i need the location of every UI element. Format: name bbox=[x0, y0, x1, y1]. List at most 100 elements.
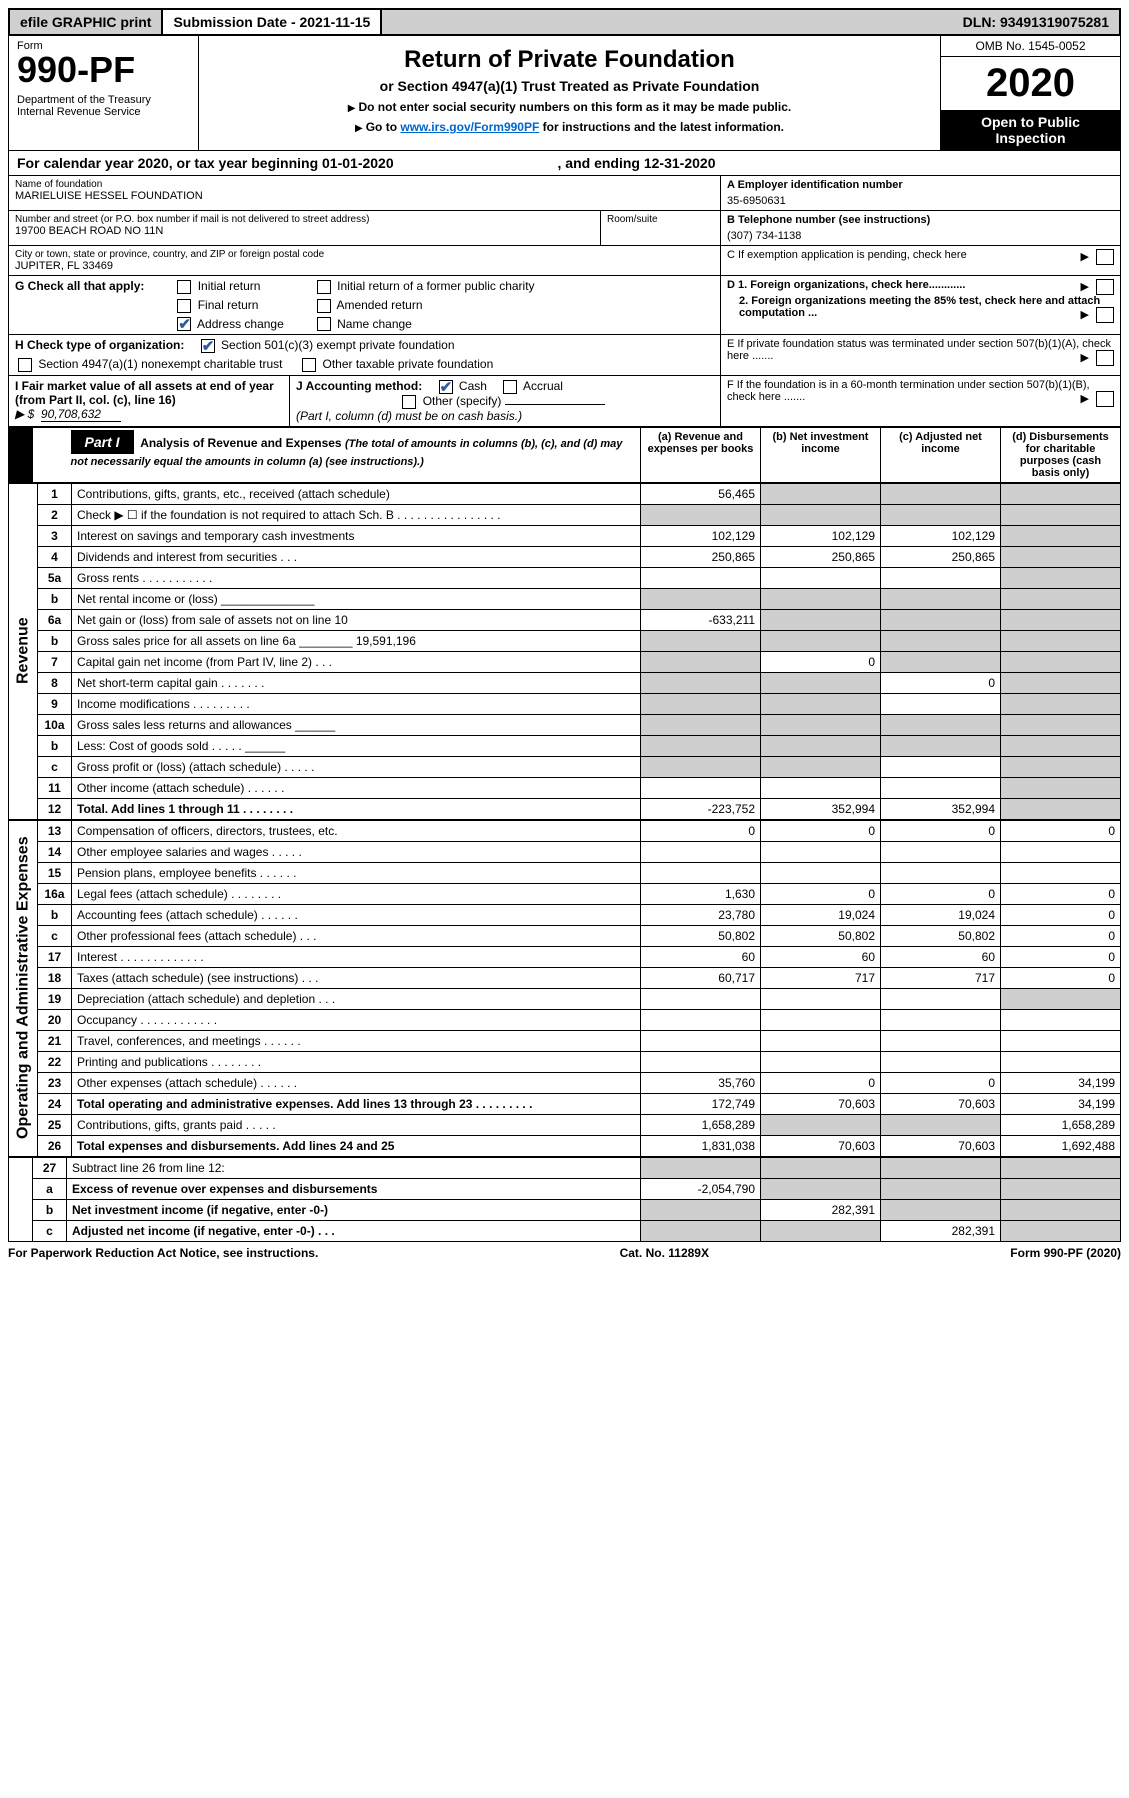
amount-cell bbox=[641, 1199, 761, 1220]
amount-cell bbox=[761, 483, 881, 504]
chk-other-method[interactable] bbox=[402, 395, 416, 409]
chk-4947[interactable] bbox=[18, 358, 32, 372]
amount-cell: 1,831,038 bbox=[641, 1135, 761, 1156]
amount-cell bbox=[1001, 630, 1121, 651]
row-desc: Other professional fees (attach schedule… bbox=[72, 925, 641, 946]
row-num: 18 bbox=[38, 967, 72, 988]
table-row: b Less: Cost of goods sold . . . . . ___… bbox=[9, 735, 1121, 756]
amount-cell: 250,865 bbox=[761, 546, 881, 567]
row-num: 13 bbox=[38, 820, 72, 841]
c-checkbox[interactable] bbox=[1096, 249, 1114, 265]
form-title: Return of Private Foundation bbox=[209, 46, 930, 74]
table-row: 19 Depreciation (attach schedule) and de… bbox=[9, 988, 1121, 1009]
amount-cell: 0 bbox=[1001, 925, 1121, 946]
inst-line-2: Go to www.irs.gov/Form990PF for instruct… bbox=[209, 120, 930, 134]
f-checkbox[interactable] bbox=[1096, 391, 1114, 407]
amount-cell: 0 bbox=[761, 883, 881, 904]
chk-initial[interactable] bbox=[177, 280, 191, 294]
pra-notice: For Paperwork Reduction Act Notice, see … bbox=[8, 1246, 318, 1260]
row-desc: Accounting fees (attach schedule) . . . … bbox=[72, 904, 641, 925]
e-checkbox[interactable] bbox=[1096, 350, 1114, 366]
row-desc: Depreciation (attach schedule) and deple… bbox=[72, 988, 641, 1009]
table-row: 5a Gross rents . . . . . . . . . . . bbox=[9, 567, 1121, 588]
amount-cell bbox=[1001, 798, 1121, 819]
chk-amended[interactable] bbox=[317, 299, 331, 313]
amount-cell bbox=[1001, 525, 1121, 546]
amount-cell bbox=[641, 1157, 761, 1178]
amount-cell bbox=[1001, 735, 1121, 756]
amount-cell: 56,465 bbox=[641, 483, 761, 504]
table-row: 17 Interest . . . . . . . . . . . . . 60… bbox=[9, 946, 1121, 967]
ijf-row: I Fair market value of all assets at end… bbox=[8, 376, 1121, 427]
table-row: 22 Printing and publications . . . . . .… bbox=[9, 1051, 1121, 1072]
row-num: 23 bbox=[38, 1072, 72, 1093]
amount-cell bbox=[881, 588, 1001, 609]
amount-cell bbox=[641, 693, 761, 714]
amount-cell bbox=[881, 777, 1001, 798]
row-num: 8 bbox=[38, 672, 72, 693]
d2-checkbox[interactable] bbox=[1096, 307, 1114, 323]
amount-cell bbox=[1001, 693, 1121, 714]
amount-cell: 35,760 bbox=[641, 1072, 761, 1093]
row-num: a bbox=[33, 1178, 67, 1199]
dln: DLN: 93491319075281 bbox=[953, 10, 1119, 34]
row-num: 20 bbox=[38, 1009, 72, 1030]
table-row: c Gross profit or (loss) (attach schedul… bbox=[9, 756, 1121, 777]
table-row: 6a Net gain or (loss) from sale of asset… bbox=[9, 609, 1121, 630]
d1-checkbox[interactable] bbox=[1096, 279, 1114, 295]
amount-cell: 0 bbox=[1001, 904, 1121, 925]
amount-cell bbox=[761, 567, 881, 588]
dept: Department of the Treasury bbox=[17, 94, 190, 106]
d1-label: D 1. Foreign organizations, check here..… bbox=[727, 279, 965, 291]
row-desc: Gross sales less returns and allowances … bbox=[72, 714, 641, 735]
amount-cell: 717 bbox=[761, 967, 881, 988]
table-row: 18 Taxes (attach schedule) (see instruct… bbox=[9, 967, 1121, 988]
amount-cell bbox=[881, 1030, 1001, 1051]
part1-title: Analysis of Revenue and Expenses bbox=[140, 436, 341, 450]
amount-cell bbox=[641, 1009, 761, 1030]
amount-cell: 250,865 bbox=[641, 546, 761, 567]
amount-cell: 0 bbox=[881, 1072, 1001, 1093]
row-desc: Total. Add lines 1 through 11 . . . . . … bbox=[72, 798, 641, 819]
chk-final[interactable] bbox=[177, 299, 191, 313]
city-row: City or town, state or province, country… bbox=[8, 246, 1121, 276]
amount-cell bbox=[761, 630, 881, 651]
chk-cash[interactable] bbox=[439, 380, 453, 394]
table-row: 27 Subtract line 26 from line 12: bbox=[9, 1157, 1121, 1178]
page-footer: For Paperwork Reduction Act Notice, see … bbox=[8, 1242, 1121, 1260]
form-link[interactable]: www.irs.gov/Form990PF bbox=[400, 120, 539, 134]
amount-cell bbox=[641, 567, 761, 588]
part1-header-table: Part I Analysis of Revenue and Expenses … bbox=[8, 427, 1121, 483]
e-label: E If private foundation status was termi… bbox=[727, 338, 1111, 362]
amount-cell bbox=[1001, 567, 1121, 588]
submission-date: Submission Date - 2021-11-15 bbox=[163, 10, 382, 34]
addr-value: 19700 BEACH ROAD NO 11N bbox=[15, 225, 594, 237]
spacer bbox=[9, 1157, 33, 1241]
chk-name-change[interactable] bbox=[317, 317, 331, 331]
amount-cell bbox=[881, 756, 1001, 777]
chk-other-taxable[interactable] bbox=[302, 358, 316, 372]
amount-cell: 0 bbox=[641, 820, 761, 841]
chk-address-change[interactable] bbox=[177, 317, 191, 331]
row-desc: Legal fees (attach schedule) . . . . . .… bbox=[72, 883, 641, 904]
table-row: 20 Occupancy . . . . . . . . . . . . bbox=[9, 1009, 1121, 1030]
table-row: 7 Capital gain net income (from Part IV,… bbox=[9, 651, 1121, 672]
amount-cell bbox=[761, 1051, 881, 1072]
amount-cell: 172,749 bbox=[641, 1093, 761, 1114]
chk-501c3[interactable] bbox=[201, 339, 215, 353]
row-num: 19 bbox=[38, 988, 72, 1009]
row-num: 24 bbox=[38, 1093, 72, 1114]
ein-label: A Employer identification number bbox=[727, 179, 1114, 191]
amount-cell bbox=[881, 1114, 1001, 1135]
amount-cell: 50,802 bbox=[761, 925, 881, 946]
amount-cell bbox=[761, 1114, 881, 1135]
row-desc: Dividends and interest from securities .… bbox=[72, 546, 641, 567]
amount-cell bbox=[641, 651, 761, 672]
amount-cell bbox=[1001, 756, 1121, 777]
amount-cell bbox=[1001, 714, 1121, 735]
chk-initial-former[interactable] bbox=[317, 280, 331, 294]
expenses-table: Operating and Administrative Expenses 13… bbox=[8, 820, 1121, 1157]
chk-accrual[interactable] bbox=[503, 380, 517, 394]
amount-cell: 250,865 bbox=[881, 546, 1001, 567]
amount-cell bbox=[1001, 1009, 1121, 1030]
